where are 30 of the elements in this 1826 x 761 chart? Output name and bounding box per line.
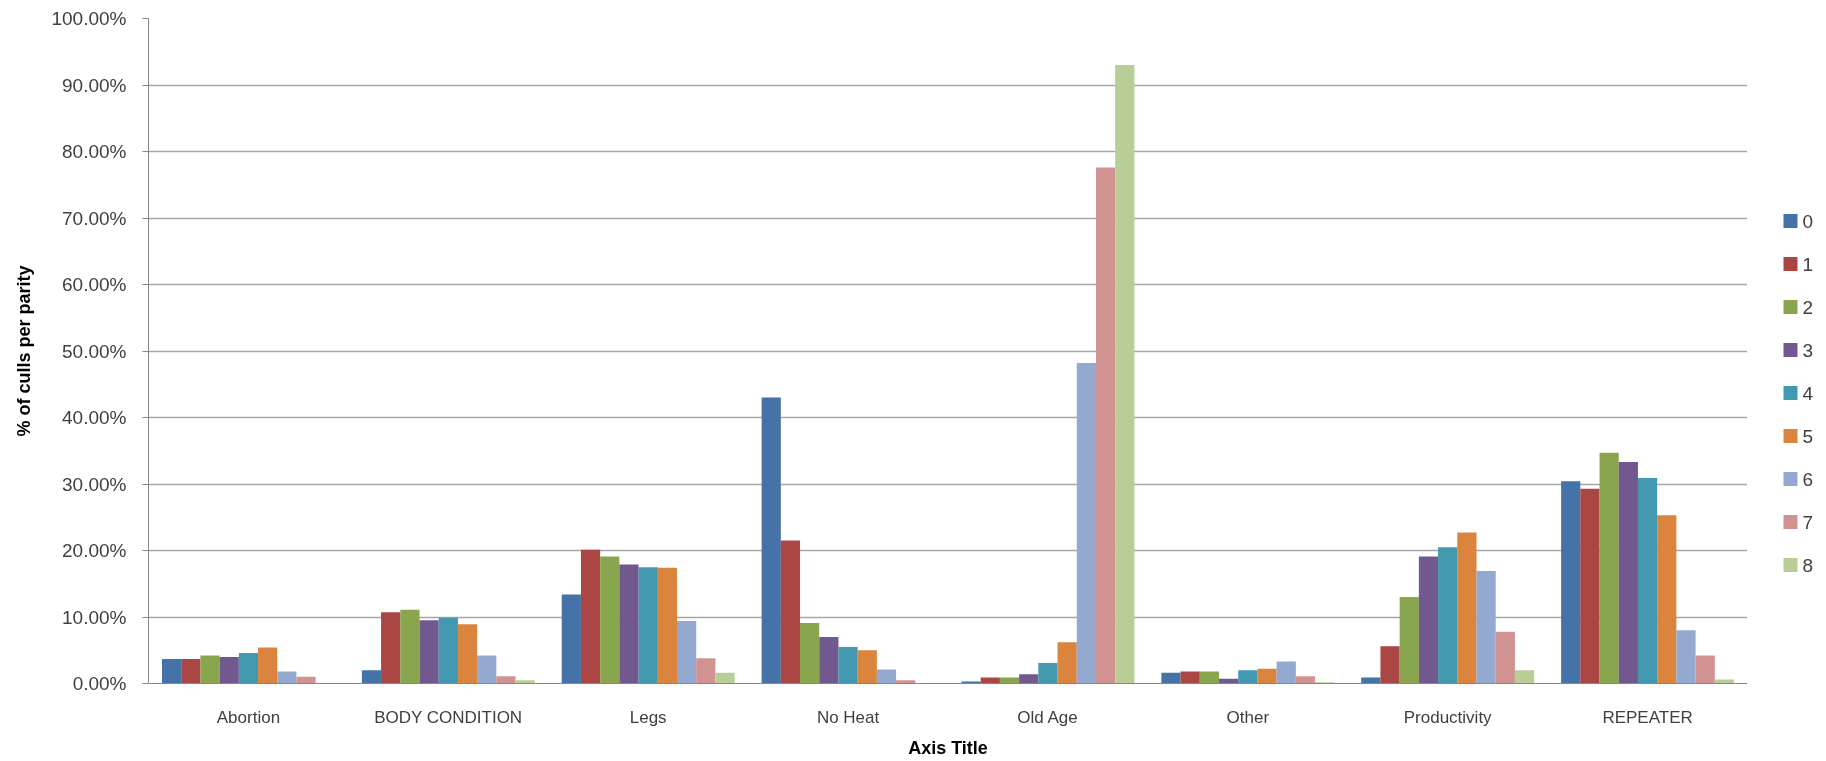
y-tick-label: 30.00% [62,473,127,495]
legend-label: 2 [1802,296,1814,318]
x-axis-title: Axis Title [908,737,988,758]
legend-label: 8 [1802,554,1814,576]
x-tick-label: Other [1226,707,1270,727]
y-tick-label: 70.00% [62,207,127,229]
x-tick-label: Productivity [1403,707,1493,727]
y-tick-label: 10.00% [62,606,127,628]
y-axis-title: % of culls per parity [14,265,35,437]
legend-label: 4 [1802,382,1814,404]
legend-label: 1 [1802,253,1814,275]
x-tick-label: Abortion [216,707,281,727]
y-tick-label: 20.00% [62,540,127,561]
x-tick-label: Old Age [1017,707,1078,727]
x-tick-label: Legs [629,707,667,727]
legend-label: 5 [1802,425,1814,447]
y-tick-label: 60.00% [62,274,127,295]
x-tick-label: BODY CONDITION [374,707,523,727]
y-tick-label: 80.00% [62,141,127,162]
x-tick-label: No Heat [816,707,880,727]
y-tick-label: 50.00% [62,340,127,362]
legend-label: 7 [1802,511,1814,533]
y-tick-label: 40.00% [62,407,127,428]
y-tick-label: 90.00% [62,74,127,96]
legend-label: 6 [1802,468,1814,490]
x-tick-label: REPEATER [1602,707,1693,727]
legend-label: 3 [1802,339,1814,361]
y-tick-label: 100.00% [51,8,127,29]
legend-label: 0 [1802,210,1814,232]
y-tick-label: 0.00% [72,673,127,694]
